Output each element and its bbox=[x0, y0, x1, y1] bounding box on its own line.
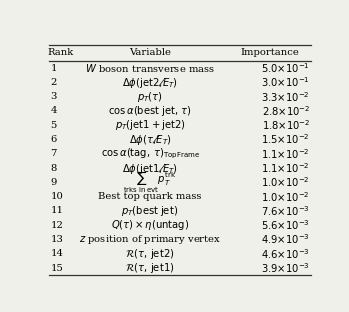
Text: 7: 7 bbox=[50, 149, 57, 158]
Text: 12: 12 bbox=[50, 221, 63, 230]
Text: $1.5{\times}10^{-2}$: $1.5{\times}10^{-2}$ bbox=[261, 133, 310, 146]
Text: Rank: Rank bbox=[48, 48, 74, 57]
Text: 14: 14 bbox=[50, 249, 64, 258]
Text: 5: 5 bbox=[50, 121, 57, 130]
Text: 15: 15 bbox=[50, 264, 63, 273]
Text: 1: 1 bbox=[50, 64, 57, 73]
Text: $5.6{\times}10^{-3}$: $5.6{\times}10^{-3}$ bbox=[261, 218, 310, 232]
Text: 6: 6 bbox=[50, 135, 57, 144]
Text: $p_T(\mathrm{best\;jet})$: $p_T(\mathrm{best\;jet})$ bbox=[121, 204, 179, 218]
Text: $2.8{\times}10^{-2}$: $2.8{\times}10^{-2}$ bbox=[262, 104, 310, 118]
Text: 8: 8 bbox=[50, 163, 57, 173]
Text: $\sum_{\mathrm{trks\;in\;evt}} p_T^{\mathrm{trk}}$: $\sum_{\mathrm{trks\;in\;evt}} p_T^{\mat… bbox=[124, 170, 177, 195]
Text: $1.1{\times}10^{-2}$: $1.1{\times}10^{-2}$ bbox=[261, 147, 310, 161]
Text: Best top quark mass: Best top quark mass bbox=[98, 192, 202, 201]
Text: $4.6{\times}10^{-3}$: $4.6{\times}10^{-3}$ bbox=[261, 247, 310, 261]
Text: 10: 10 bbox=[50, 192, 63, 201]
Text: $W$ boson transverse mass: $W$ boson transverse mass bbox=[85, 62, 215, 74]
Text: $p_T(\mathrm{jet1+jet2})$: $p_T(\mathrm{jet1+jet2})$ bbox=[115, 118, 185, 132]
Text: $3.9{\times}10^{-3}$: $3.9{\times}10^{-3}$ bbox=[261, 261, 310, 275]
Text: $\mathcal{R}(\tau,\, \mathrm{jet1})$: $\mathcal{R}(\tau,\, \mathrm{jet1})$ bbox=[125, 261, 175, 275]
Text: $4.9{\times}10^{-3}$: $4.9{\times}10^{-3}$ bbox=[261, 233, 310, 246]
Text: $1.1{\times}10^{-2}$: $1.1{\times}10^{-2}$ bbox=[261, 161, 310, 175]
Text: 9: 9 bbox=[50, 178, 57, 187]
Text: 13: 13 bbox=[50, 235, 63, 244]
Text: $7.6{\times}10^{-3}$: $7.6{\times}10^{-3}$ bbox=[261, 204, 310, 218]
Text: $Q(\tau)\times\eta(\mathrm{untag})$: $Q(\tau)\times\eta(\mathrm{untag})$ bbox=[111, 218, 189, 232]
Text: $p_T(\tau)$: $p_T(\tau)$ bbox=[137, 90, 163, 104]
Text: $3.3{\times}10^{-2}$: $3.3{\times}10^{-2}$ bbox=[261, 90, 310, 104]
Text: $1.8{\times}10^{-2}$: $1.8{\times}10^{-2}$ bbox=[262, 118, 310, 132]
Text: $\Delta\phi(\mathrm{jet2},\, \not\!\!E_T)$: $\Delta\phi(\mathrm{jet2},\, \not\!\!E_T… bbox=[122, 75, 178, 90]
Text: $\mathcal{R}(\tau,\, \mathrm{jet2})$: $\mathcal{R}(\tau,\, \mathrm{jet2})$ bbox=[125, 247, 175, 261]
Text: Variable: Variable bbox=[129, 48, 171, 57]
Text: $3.0{\times}10^{-1}$: $3.0{\times}10^{-1}$ bbox=[261, 76, 310, 89]
Text: 4: 4 bbox=[50, 106, 57, 115]
Text: $\cos\alpha(\mathrm{tag},\, \tau)_{\mathrm{TopFrame}}$: $\cos\alpha(\mathrm{tag},\, \tau)_{\math… bbox=[101, 147, 200, 161]
Text: 11: 11 bbox=[50, 207, 64, 216]
Text: $1.0{\times}10^{-2}$: $1.0{\times}10^{-2}$ bbox=[261, 176, 310, 189]
Text: $\Delta\phi(\mathrm{jet1},\, \not\!\!E_T)$: $\Delta\phi(\mathrm{jet1},\, \not\!\!E_T… bbox=[122, 161, 178, 176]
Text: $\Delta\phi(\tau,\, \not\!\!E_T)$: $\Delta\phi(\tau,\, \not\!\!E_T)$ bbox=[129, 132, 171, 147]
Text: $5.0{\times}10^{-1}$: $5.0{\times}10^{-1}$ bbox=[261, 61, 310, 75]
Text: $z$ position of primary vertex: $z$ position of primary vertex bbox=[79, 233, 221, 246]
Text: $1.0{\times}10^{-2}$: $1.0{\times}10^{-2}$ bbox=[261, 190, 310, 204]
Text: 3: 3 bbox=[50, 92, 57, 101]
Text: 2: 2 bbox=[50, 78, 57, 87]
Text: Importance: Importance bbox=[240, 48, 299, 57]
Text: $\cos\alpha(\mathrm{best\;jet},\, \tau)$: $\cos\alpha(\mathrm{best\;jet},\, \tau)$ bbox=[108, 104, 192, 118]
